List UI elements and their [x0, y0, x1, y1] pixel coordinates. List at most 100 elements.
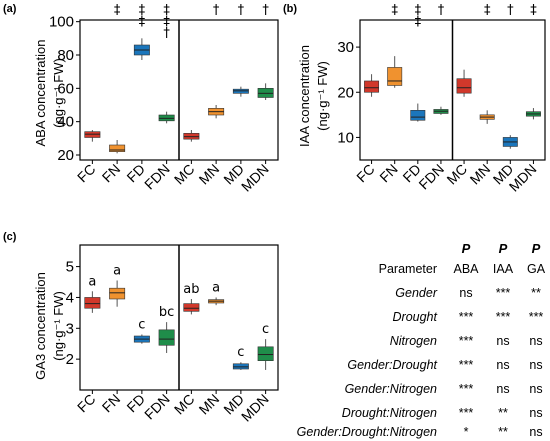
x-tick-label-mc: MC: [443, 161, 470, 188]
table-cell-aba: ***: [459, 334, 474, 348]
box-mdn: [257, 346, 274, 361]
x-tick-label-fdn: FDN: [415, 161, 447, 193]
table-cell-aba: ***: [459, 358, 474, 372]
box-mc: [183, 303, 200, 312]
y-tick-label: 60: [57, 80, 74, 97]
significance-symbol: ‡: [114, 3, 121, 18]
x-tick-label-mdn: MDN: [506, 161, 540, 195]
y-tick-label: 2: [66, 351, 74, 368]
panel-c-ylabel-line1: GA3 concentration: [33, 272, 48, 380]
x-tick-label-mn: MN: [467, 161, 494, 188]
y-tick-label: 20: [337, 84, 354, 101]
table-cell-ga: **: [531, 286, 541, 300]
table-row-param: Nitrogen: [390, 334, 437, 348]
anova-table: P P P Parameter ABA IAA GA Gender ns ***…: [297, 241, 546, 439]
table-cell-aba: ***: [459, 310, 474, 324]
table-cell-ga: ns: [529, 406, 542, 420]
y-tick-label: 4: [66, 289, 74, 306]
significance-symbol: †: [507, 3, 514, 18]
table-cell-iaa: **: [498, 406, 508, 420]
table-cell-ga: ***: [529, 310, 544, 324]
table-header-p-aba: P: [462, 241, 471, 256]
table-header-p-iaa: P: [499, 241, 508, 256]
table-cell-aba: ***: [459, 406, 474, 420]
significance-symbol: †: [213, 3, 220, 18]
x-tick-label-fdn: FDN: [141, 391, 173, 423]
table-cell-aba: *: [464, 425, 469, 439]
table-header-p-ga: P: [532, 241, 541, 256]
x-tick-label-mc: MC: [171, 391, 198, 418]
y-tick-label: 40: [57, 114, 74, 131]
table-cell-aba: ns: [459, 286, 472, 300]
table-cell-iaa: **: [498, 425, 508, 439]
table-cell-ga: ns: [529, 382, 542, 396]
table-row-param: Gender:Nitrogen: [345, 382, 437, 396]
panel-label-a: (a): [3, 3, 17, 15]
table-row-param: Drought: [393, 310, 438, 324]
table-row-param: Gender:Drought:Nitrogen: [297, 425, 437, 439]
significance-letter: c: [262, 322, 269, 337]
significance-letter: bc: [159, 305, 174, 320]
table-row-param: Gender: [395, 286, 438, 300]
table-header-ga: GA: [527, 262, 546, 276]
significance-symbol: ‡: [391, 3, 398, 18]
box-fn: [109, 144, 126, 152]
table-cell-iaa: ***: [496, 310, 511, 324]
table-cell-iaa: ns: [496, 382, 509, 396]
y-tick-label: 3: [66, 320, 74, 337]
significance-letter: a: [212, 280, 220, 295]
box-fdn: [158, 329, 175, 346]
significance-symbol: ‡: [139, 3, 146, 18]
table-cell-iaa: ns: [496, 358, 509, 372]
x-tick-label-fn: FN: [99, 161, 124, 186]
panel-a-ylabel-line1: ABA concentration: [33, 40, 48, 147]
significance-letter: c: [237, 345, 244, 360]
x-tick-label-fc: FC: [74, 391, 99, 416]
significance-symbol: ‡: [163, 15, 170, 30]
box-fc: [364, 80, 380, 93]
panel-label-c: (c): [3, 231, 17, 243]
x-tick-label-mdn: MDN: [238, 161, 272, 195]
significance-symbol: ‡: [530, 3, 537, 18]
y-tick-label: 80: [57, 47, 74, 64]
table-cell-ga: ns: [529, 425, 542, 439]
x-tick-label-mn: MN: [196, 391, 223, 418]
significance-symbol: ‡: [484, 3, 491, 18]
panel-label-b: (b): [283, 3, 297, 15]
box-fn: [109, 287, 126, 300]
box-fd: [410, 110, 426, 121]
significance-symbol: ‡: [139, 15, 146, 30]
y-tick-label: 10: [337, 129, 354, 146]
x-tick-label-fc: FC: [74, 161, 99, 186]
table-cell-iaa: ns: [496, 334, 509, 348]
panel-b-ylabel-line1: IAA concentration: [297, 45, 312, 147]
significance-symbol: †: [163, 26, 170, 41]
x-tick-label-mdn: MDN: [238, 391, 272, 425]
x-tick-label-mn: MN: [196, 161, 223, 188]
significance-letter: c: [138, 317, 145, 332]
significance-symbol: ‡: [415, 3, 422, 18]
y-tick-label: 30: [337, 39, 354, 56]
significance-symbol: †: [438, 3, 445, 18]
panel-a-ylabel-line2: (ng·g⁻¹ FW): [51, 58, 66, 128]
x-tick-label-fn: FN: [99, 391, 124, 416]
box-mc: [456, 78, 472, 94]
y-tick-label: 20: [57, 147, 74, 164]
table-header-parameter: Parameter: [379, 262, 437, 276]
significance-letter: ab: [183, 282, 199, 297]
x-tick-label-fn: FN: [376, 161, 401, 186]
y-tick-label: 5: [66, 259, 74, 276]
significance-symbol: ‡: [415, 15, 422, 30]
y-tick-label: 100: [49, 14, 74, 31]
table-cell-ga: ns: [529, 334, 542, 348]
table-cell-ga: ns: [529, 358, 542, 372]
significance-letter: a: [113, 263, 121, 278]
table-row-param: Drought:Nitrogen: [342, 406, 437, 420]
table-header-iaa: IAA: [493, 262, 514, 276]
panel-b-ylabel-line2: (ng·g⁻¹ FW): [315, 61, 330, 131]
significance-symbol: †: [262, 3, 269, 18]
